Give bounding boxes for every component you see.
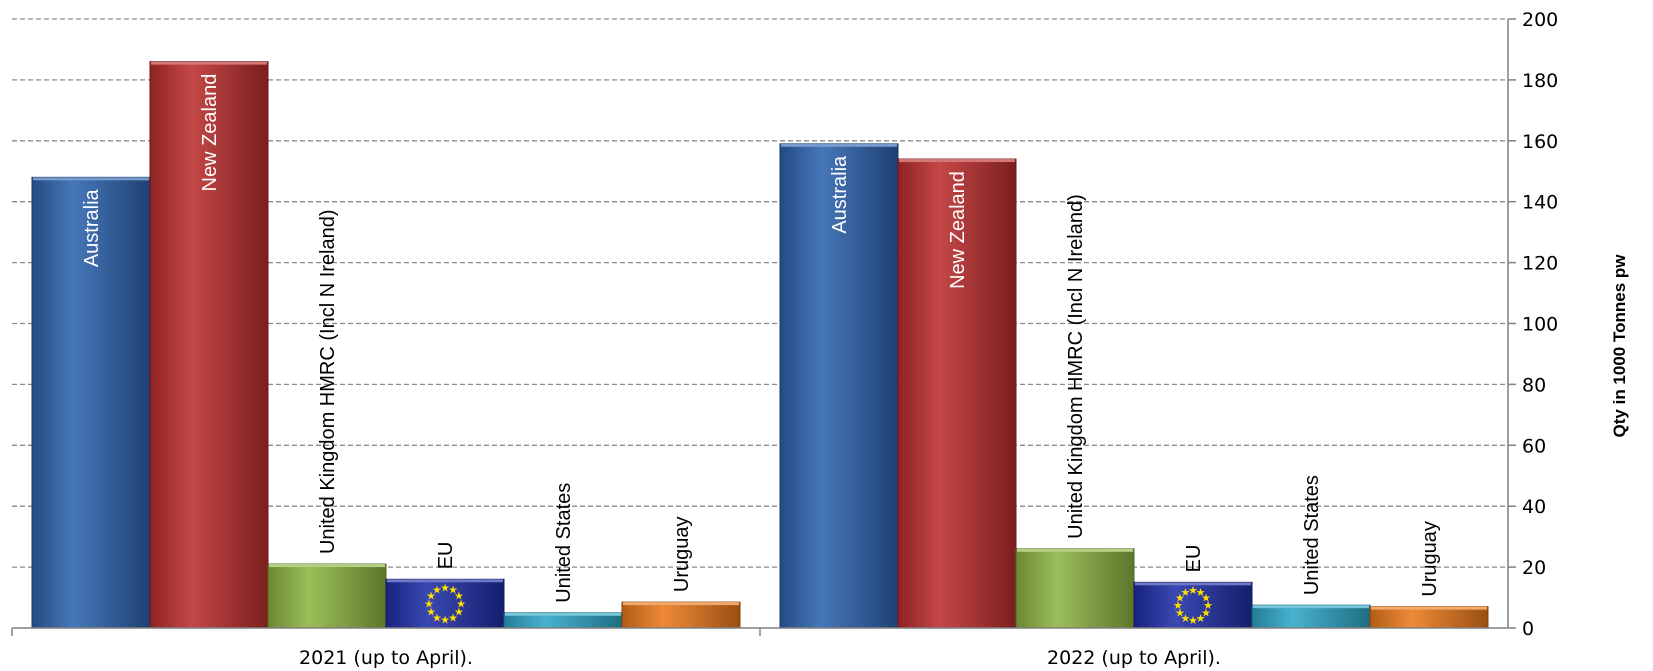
eu-star-icon: ★	[426, 606, 436, 619]
eu-star-icon: ★	[432, 612, 442, 625]
eu-star-icon: ★	[454, 590, 464, 603]
bar-top-highlight	[269, 564, 385, 568]
bar	[149, 61, 269, 629]
bar-top-highlight	[623, 602, 739, 606]
bar	[1015, 548, 1135, 629]
y-tick-label: 80	[1522, 374, 1546, 396]
bar	[385, 578, 505, 629]
eu-star-icon: ★	[440, 614, 450, 627]
eu-star-icon: ★	[456, 598, 466, 611]
bar-top-highlight	[899, 159, 1015, 163]
eu-star-icon: ★	[448, 584, 458, 597]
bar-series-label: Uruguay	[1419, 521, 1441, 597]
bar	[267, 563, 387, 629]
eu-star-icon: ★	[1196, 586, 1206, 599]
eu-star-icon: ★	[424, 598, 434, 611]
eu-star-icon: ★	[1173, 599, 1183, 612]
eu-star-icon: ★	[1201, 607, 1211, 620]
y-tick-label: 200	[1522, 9, 1558, 31]
bar-top-highlight	[781, 143, 897, 147]
eu-star-icon: ★	[440, 582, 450, 595]
bar-top-highlight	[1135, 582, 1251, 586]
bar-top-highlight	[1017, 548, 1133, 552]
bar-top-highlight	[151, 61, 267, 65]
y-tick-label: 160	[1522, 131, 1558, 153]
bar-series-label: New Zealand	[199, 74, 221, 192]
eu-star-icon: ★	[454, 606, 464, 619]
bar	[31, 176, 151, 629]
bar-series-label: United States	[1301, 475, 1323, 595]
eu-star-icon: ★	[1188, 614, 1198, 627]
bar-series-label: United Kingdom HMRC (Incl N Ireland)	[1065, 194, 1087, 539]
bar-series-label: EU	[435, 541, 457, 569]
eu-star-icon: ★	[1203, 599, 1213, 612]
y-tick-label: 100	[1522, 314, 1558, 336]
y-tick-label: 0	[1522, 618, 1534, 640]
bar-top-highlight	[1371, 606, 1487, 610]
eu-star-icon: ★	[1181, 586, 1191, 599]
eu-star-icon: ★	[1201, 592, 1211, 605]
bar-top-highlight	[33, 177, 149, 181]
y-tick-label: 20	[1522, 557, 1546, 579]
eu-star-icon: ★	[432, 584, 442, 597]
bar-top-highlight	[1253, 605, 1369, 609]
eu-star-icon: ★	[1181, 612, 1191, 625]
y-tick-label: 60	[1522, 435, 1546, 457]
bar-series-label: Australia	[81, 188, 103, 267]
bar-series-label: Australia	[829, 155, 851, 234]
eu-star-icon: ★	[1175, 607, 1185, 620]
bar-series-label: Uruguay	[671, 517, 693, 593]
x-category-label: 2022 (up to April).	[1047, 647, 1221, 669]
eu-star-icon: ★	[1175, 592, 1185, 605]
y-tick-label: 180	[1522, 70, 1558, 92]
bar-series-label: United States	[553, 483, 575, 603]
y-tick-label: 40	[1522, 496, 1546, 518]
bar	[897, 158, 1017, 629]
eu-star-icon: ★	[426, 590, 436, 603]
bar-series-label: EU	[1183, 545, 1205, 573]
eu-star-icon: ★	[448, 612, 458, 625]
axes: 0 20 40 60 80 100 120 140 160 180 200 2021 (up to A…	[11, 9, 1558, 669]
x-category-label: 2021 (up to April).	[299, 647, 473, 669]
bar-top-highlight	[387, 579, 503, 583]
bar-series-label: United Kingdom HMRC (Incl N Ireland)	[317, 209, 339, 554]
bar-top-highlight	[505, 612, 621, 616]
bar	[621, 601, 741, 629]
bar	[1251, 604, 1371, 629]
bar	[1369, 606, 1489, 629]
y-axis-title: Qty in 1000 Tonnes pw	[1610, 254, 1629, 438]
eu-star-icon: ★	[1196, 612, 1206, 625]
y-tick-label: 140	[1522, 192, 1558, 214]
y-tick-label: 120	[1522, 253, 1558, 275]
bars: Australia New Zealand United Kingdom HMRC …	[31, 61, 1489, 629]
bar-series-label: New Zealand	[947, 171, 969, 289]
eu-star-icon: ★	[1188, 584, 1198, 597]
